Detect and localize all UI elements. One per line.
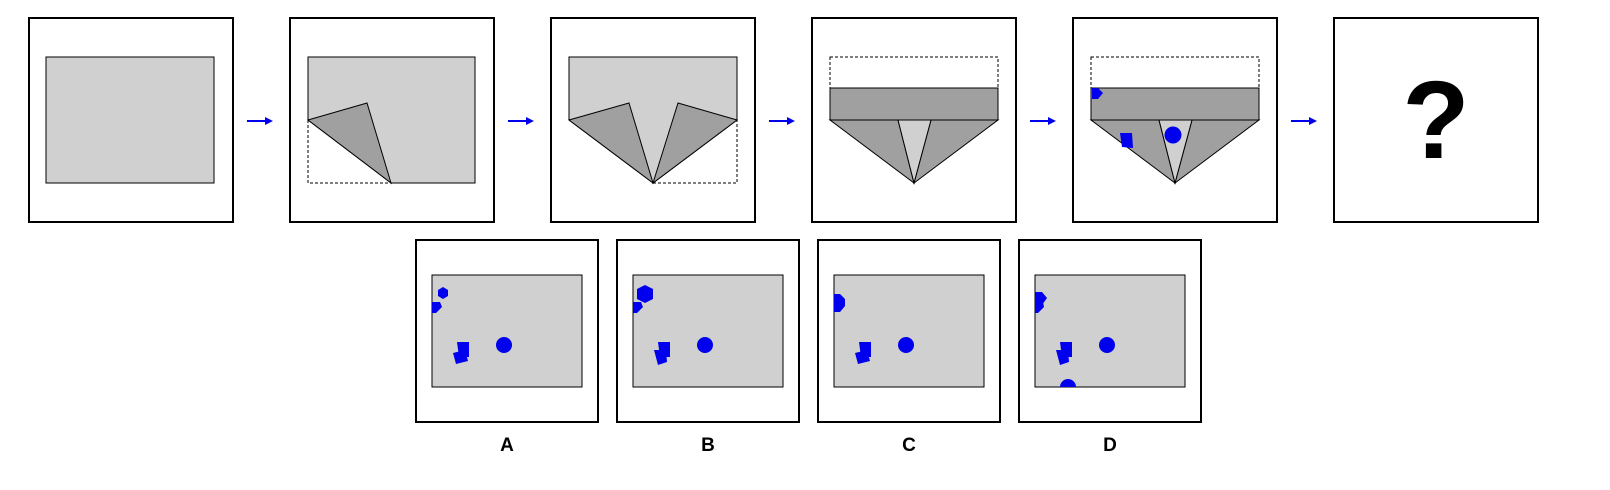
square-hole	[654, 350, 667, 365]
folded-flap	[306, 102, 392, 185]
circle-hole	[697, 337, 713, 353]
unfolded-paper	[431, 274, 583, 388]
option-label: B	[701, 435, 715, 456]
option-label: D	[1103, 435, 1117, 456]
option-b[interactable]: B	[616, 239, 800, 456]
circle-hole	[496, 337, 512, 353]
hexagon-hole	[834, 294, 845, 312]
paper-sheet	[45, 56, 215, 184]
hexagon-hole	[637, 285, 653, 303]
square-hole	[453, 350, 468, 364]
arrow-4	[1030, 117, 1056, 125]
circle-hole-partial	[1060, 379, 1076, 387]
paper-visible-center	[897, 119, 932, 185]
square-hole	[855, 350, 870, 364]
square-hole	[1120, 133, 1133, 148]
step-4-panel	[811, 17, 1017, 223]
arrow-3	[769, 117, 795, 125]
unfolded-paper	[833, 274, 985, 388]
option-label: C	[902, 435, 916, 456]
arrow-2	[508, 117, 534, 125]
circle-hole	[1099, 337, 1115, 353]
step-2-panel	[289, 17, 495, 223]
panel-frame	[1333, 17, 1539, 223]
step-3-panel	[550, 17, 756, 223]
question-panel: ?	[1333, 17, 1539, 223]
folded-top-strip	[829, 87, 999, 121]
hexagon-hole	[432, 302, 442, 313]
unfolded-paper	[632, 274, 784, 388]
square-hole	[1056, 350, 1069, 365]
hexagon-hole	[1092, 88, 1103, 99]
arrow-1	[247, 117, 273, 125]
hexagon-hole	[1035, 292, 1047, 305]
option-a[interactable]: A	[415, 239, 599, 456]
folded-flap-left	[567, 102, 654, 185]
hexagon-hole	[1035, 302, 1044, 313]
unfolded-paper	[1034, 274, 1186, 388]
hexagon-hole	[438, 287, 448, 299]
option-c[interactable]: C	[817, 239, 1001, 456]
fold-outline-dashed	[653, 120, 738, 184]
folded-top-strip	[1090, 87, 1260, 121]
option-label: A	[500, 435, 514, 456]
hexagon-hole	[633, 302, 643, 313]
option-d[interactable]: D	[1018, 239, 1202, 456]
step-1-panel	[28, 17, 234, 223]
folded-flap-right	[652, 102, 739, 185]
step-5-panel	[1072, 17, 1278, 223]
question-mark: ?	[1402, 59, 1469, 182]
arrow-5	[1291, 117, 1317, 125]
circle-hole	[898, 337, 914, 353]
fold-outline-dashed	[307, 120, 391, 184]
circle-hole	[1164, 126, 1182, 144]
